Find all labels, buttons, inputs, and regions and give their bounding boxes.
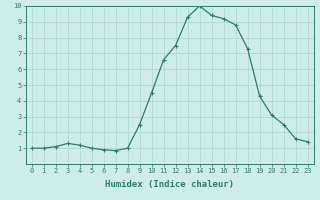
X-axis label: Humidex (Indice chaleur): Humidex (Indice chaleur)	[105, 180, 234, 189]
